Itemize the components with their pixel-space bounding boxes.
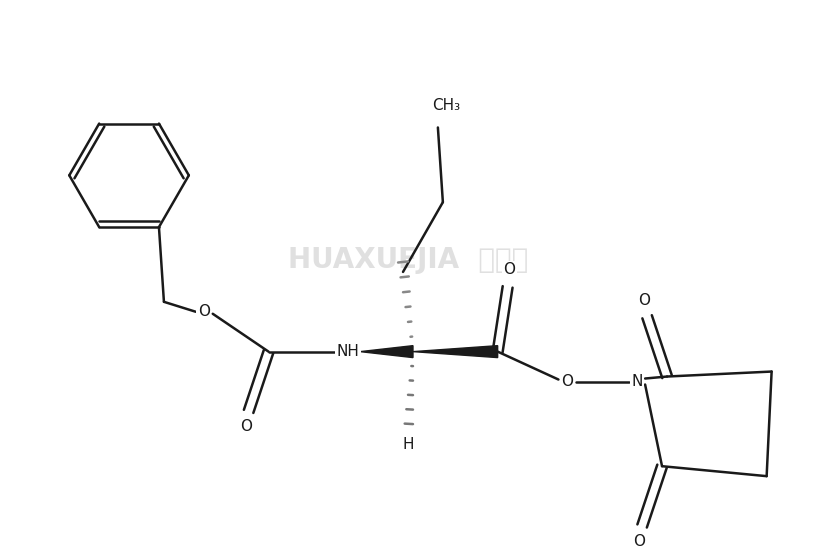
Text: N: N <box>632 374 643 389</box>
Text: O: O <box>198 304 210 319</box>
Text: O: O <box>633 534 645 549</box>
Text: CH₃: CH₃ <box>432 98 460 113</box>
Text: H: H <box>402 437 413 452</box>
Polygon shape <box>360 345 413 358</box>
Text: O: O <box>638 293 650 309</box>
Text: O: O <box>561 374 574 389</box>
Text: O: O <box>503 262 516 278</box>
Text: O: O <box>241 419 252 434</box>
Text: HUAXUEJIA  化学加: HUAXUEJIA 化学加 <box>288 246 528 274</box>
Polygon shape <box>413 345 498 358</box>
Text: NH: NH <box>337 344 359 359</box>
